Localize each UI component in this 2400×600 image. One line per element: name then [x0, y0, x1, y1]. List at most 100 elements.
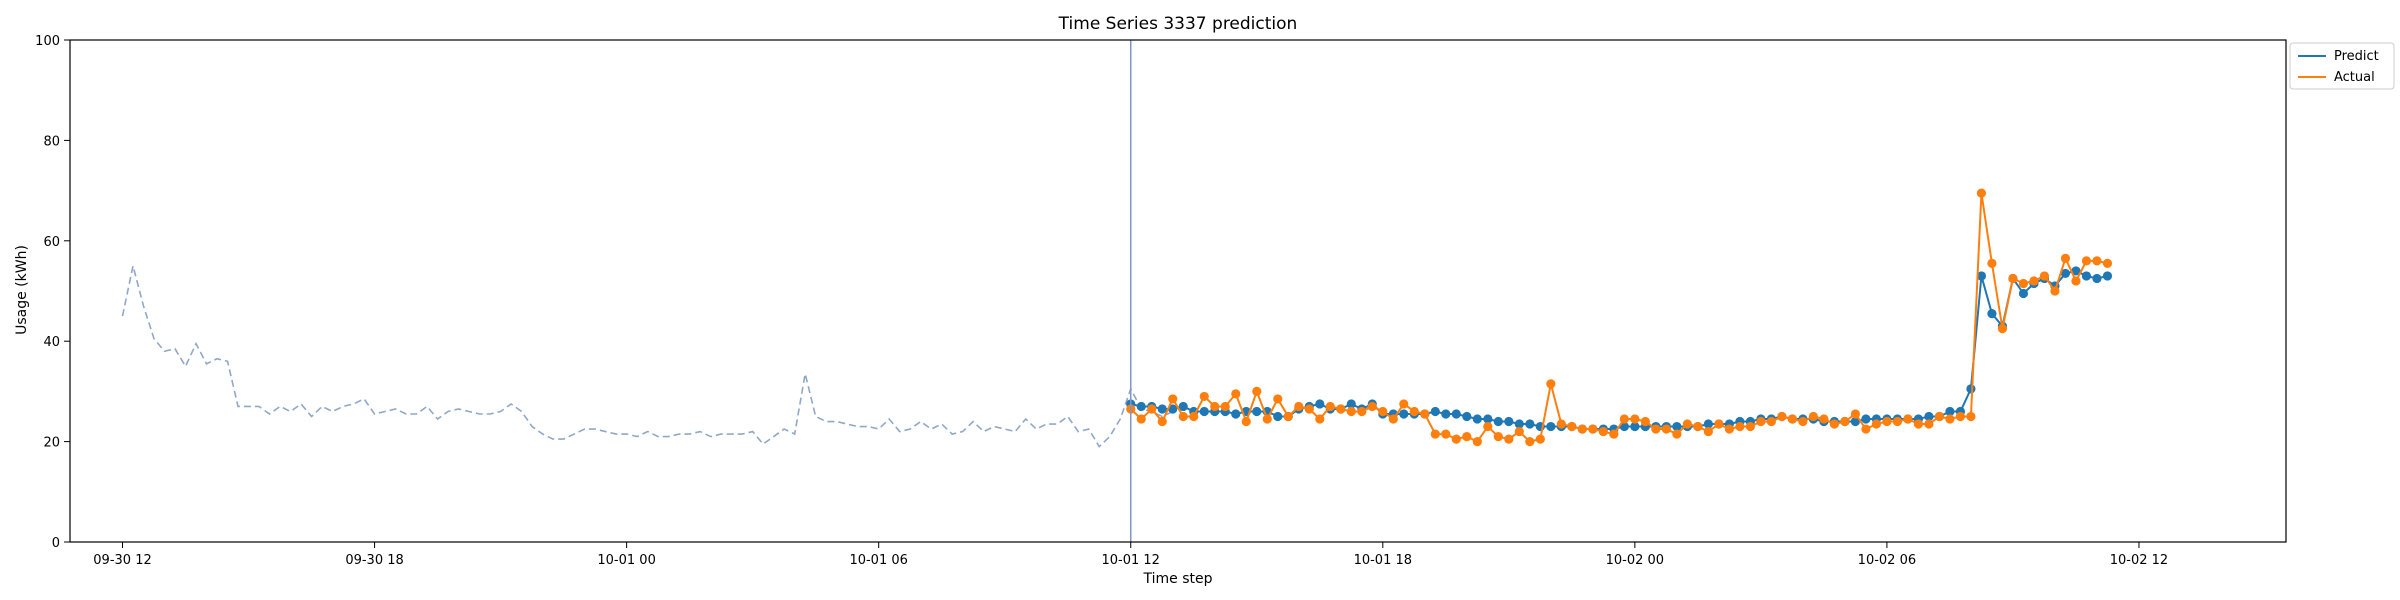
actual-point — [1724, 424, 1734, 434]
predict-point — [1976, 271, 1987, 281]
predict-point — [1472, 414, 1482, 424]
actual-point — [1903, 414, 1913, 424]
actual-point — [1294, 401, 1304, 412]
predict-point — [1441, 409, 1451, 419]
actual-point — [1976, 188, 1987, 198]
predict-point — [2092, 273, 2102, 284]
y-tick-label: 60 — [43, 235, 60, 250]
actual-point — [1147, 404, 1157, 414]
actual-point — [1483, 421, 1493, 432]
actual-point — [1315, 414, 1325, 424]
x-tick-label: 10-01 18 — [1354, 553, 1412, 568]
actual-point — [1357, 406, 1367, 417]
predict-point — [1672, 421, 1682, 432]
actual-point — [1934, 411, 1945, 422]
legend-label-actual: Actual — [2334, 70, 2375, 85]
plot-frame — [69, 39, 2287, 543]
actual-point — [1630, 414, 1640, 424]
actual-point — [1199, 391, 1209, 402]
actual-point — [2092, 256, 2102, 266]
y-tick-label: 100 — [35, 34, 60, 49]
actual-point — [1157, 416, 1167, 427]
actual-point — [1168, 394, 1178, 404]
actual-point — [2060, 253, 2071, 263]
actual-point — [1451, 434, 1461, 444]
actual-point — [2039, 271, 2050, 281]
actual-point — [1283, 411, 1293, 422]
predict-point — [1157, 404, 1167, 414]
actual-point — [1840, 416, 1850, 427]
predict-point — [1861, 414, 1871, 424]
actual-point — [1514, 426, 1524, 437]
y-axis: 0 20 40 60 80 100 — [35, 34, 70, 551]
actual-point — [1189, 411, 1199, 422]
actual-point — [2029, 276, 2039, 286]
predict-point — [1273, 411, 1283, 422]
actual-point — [1861, 424, 1871, 434]
actual-point — [2050, 286, 2060, 296]
predict-point — [1493, 416, 1503, 427]
actual-point — [1871, 419, 1882, 429]
x-tick-label: 10-01 06 — [849, 553, 907, 568]
predict-point — [1430, 406, 1440, 417]
actual-point — [2081, 256, 2092, 266]
actual-point — [1609, 429, 1619, 439]
predict-point — [1525, 419, 1535, 429]
actual-point — [1808, 411, 1818, 422]
actual-point — [1766, 416, 1776, 427]
actual-point — [1325, 401, 1335, 412]
predict-point — [1945, 406, 1955, 417]
actual-point — [1924, 419, 1934, 429]
predict-point — [1546, 421, 1556, 432]
actual-point — [1703, 426, 1713, 437]
predict-point — [1178, 401, 1188, 412]
actual-point — [1819, 414, 1829, 424]
x-tick-label: 10-01 00 — [597, 553, 655, 568]
chart-title: Time Series 3337 prediction — [1058, 14, 1298, 34]
actual-point — [1346, 406, 1356, 417]
predict-point — [1346, 399, 1356, 409]
predict-point — [2081, 271, 2092, 281]
actual-point — [1619, 414, 1629, 424]
actual-point — [1598, 426, 1608, 437]
predict-point — [1504, 416, 1514, 427]
predict-point — [1399, 409, 1409, 419]
y-tick-label: 0 — [52, 536, 60, 551]
y-tick-label: 80 — [43, 134, 60, 149]
predict-point — [2102, 271, 2113, 281]
actual-point — [1577, 424, 1587, 434]
actual-point — [1399, 399, 1409, 409]
predict-point — [1483, 414, 1493, 424]
actual-point — [1462, 431, 1472, 442]
actual-point — [1735, 421, 1745, 432]
x-tick-label: 09-30 18 — [345, 553, 403, 568]
actual-point — [1640, 416, 1650, 427]
actual-point — [2018, 278, 2029, 289]
actual-point — [1882, 416, 1892, 427]
series-layer — [121, 188, 2113, 448]
actual-point — [1567, 421, 1577, 432]
x-axis-label: Time step — [1143, 571, 1213, 587]
actual-point — [2008, 273, 2018, 284]
actual-point — [1220, 401, 1230, 412]
actual-point — [1525, 437, 1535, 447]
actual-point — [1441, 429, 1451, 439]
actual-point — [1798, 416, 1808, 427]
actual-point — [1420, 409, 1430, 419]
history-series-line — [121, 265, 1174, 448]
y-tick-label: 20 — [43, 436, 60, 451]
predict-series-line — [1130, 269, 2108, 431]
actual-point — [1588, 424, 1598, 434]
actual-point — [1693, 421, 1703, 432]
actual-point — [1252, 386, 1262, 396]
predict-point — [1924, 411, 1934, 422]
actual-point — [1987, 258, 1997, 268]
predict-point — [1168, 404, 1178, 414]
actual-point — [1210, 401, 1220, 412]
actual-point — [1850, 409, 1860, 419]
actual-point — [2102, 258, 2113, 268]
predict-point — [2060, 268, 2071, 279]
actual-point — [1388, 414, 1398, 424]
x-tick-label: 10-02 06 — [1858, 553, 1916, 568]
actual-point — [1262, 414, 1272, 424]
